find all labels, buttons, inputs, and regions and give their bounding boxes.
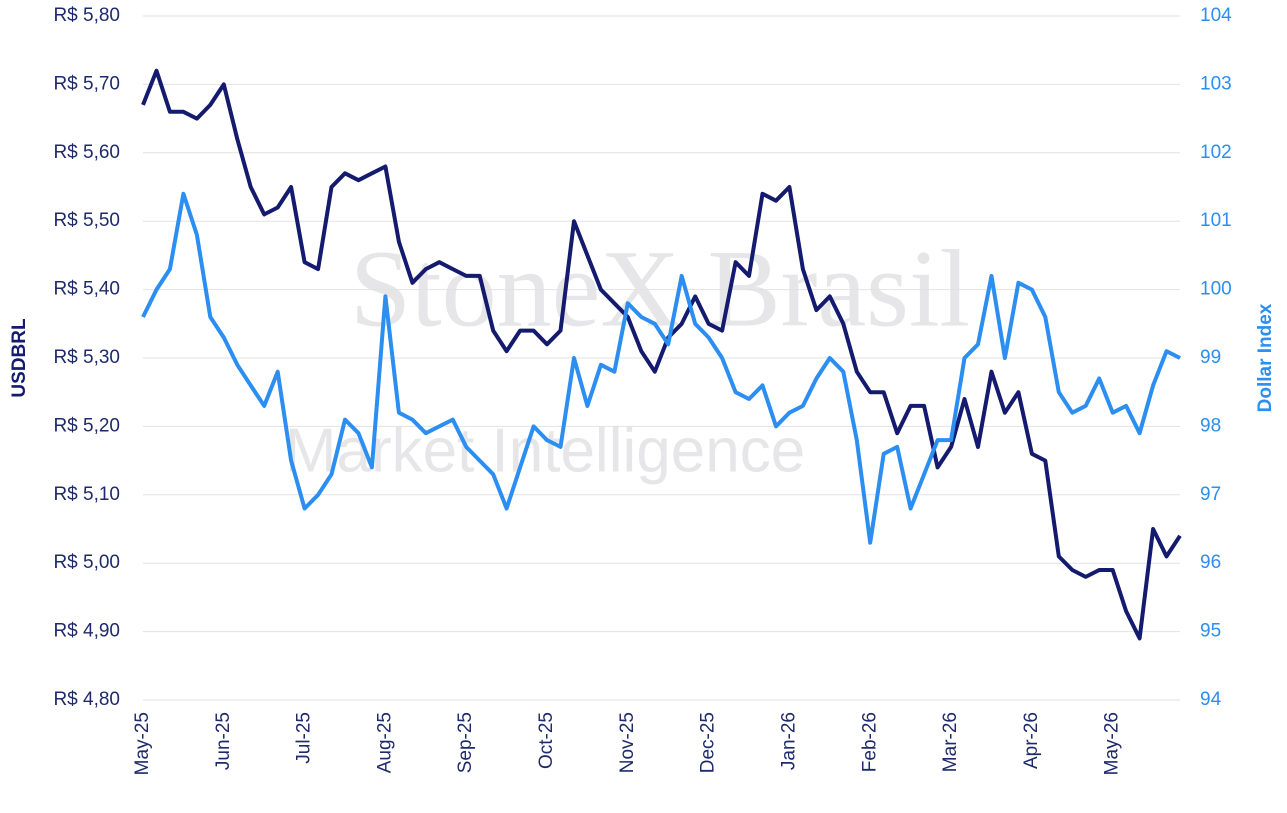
y2-tick-label: 98 <box>1200 415 1221 436</box>
y2-tick-label: 101 <box>1200 210 1232 231</box>
x-tick-label: Aug-25 <box>374 712 395 773</box>
y-tick-label: R$ 5,10 <box>53 484 120 505</box>
x-tick-label: Dec-25 <box>698 712 719 773</box>
x-tick-label: Apr-26 <box>1021 712 1042 769</box>
y-tick-label: R$ 5,60 <box>53 142 120 163</box>
y2-tick-label: 102 <box>1200 142 1232 163</box>
x-tick-label: Jan-26 <box>778 712 799 770</box>
y-tick-label: R$ 5,80 <box>53 5 120 26</box>
y2-tick-label: 104 <box>1200 5 1232 26</box>
y-tick-label: R$ 4,80 <box>53 689 120 710</box>
y-tick-label: R$ 5,00 <box>53 552 120 573</box>
y-tick-label: R$ 5,30 <box>53 347 120 368</box>
x-tick-label: Jun-25 <box>213 712 234 770</box>
y-tick-label: R$ 5,40 <box>53 279 120 300</box>
x-tick-label: Sep-25 <box>455 712 476 773</box>
y2-tick-label: 94 <box>1200 689 1222 710</box>
y2-axis-label: Dollar Index <box>1255 303 1276 412</box>
x-tick-label: May-26 <box>1102 712 1123 775</box>
y-tick-label: R$ 4,90 <box>53 621 120 642</box>
y2-tick-label: 96 <box>1200 552 1221 573</box>
y-tick-label: R$ 5,50 <box>53 210 120 231</box>
y-tick-label: R$ 5,20 <box>53 415 120 436</box>
y2-tick-label: 103 <box>1200 73 1232 94</box>
x-tick-label: Nov-25 <box>617 712 638 773</box>
x-tick-label: May-25 <box>132 712 153 775</box>
series-line <box>141 68 1182 641</box>
series-line <box>141 191 1181 545</box>
x-tick-label: Oct-25 <box>536 712 557 769</box>
y2-tick-label: 97 <box>1200 484 1221 505</box>
y2-tick-label: 100 <box>1200 279 1232 300</box>
x-tick-label: Mar-26 <box>940 712 961 772</box>
x-tick-label: Feb-26 <box>859 712 880 772</box>
y2-tick-label: 99 <box>1200 347 1221 368</box>
y-axis-label: USDBRL <box>9 318 30 398</box>
y2-tick-label: 95 <box>1200 621 1221 642</box>
y-tick-label: R$ 5,70 <box>53 73 120 94</box>
x-tick-label: Jul-25 <box>294 712 315 764</box>
